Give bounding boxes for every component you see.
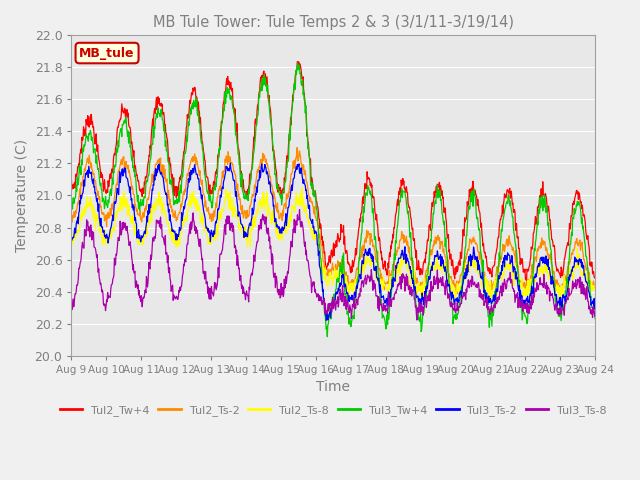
Tul2_Tw+4 [280, 186, 287, 192]
Tul2_Tw+4 [477, 217, 484, 223]
Tul2_Ts-2 [428, 252, 435, 258]
Tul3_Ts-2 [428, 267, 436, 273]
Tul2_Tw+4 [294, 59, 301, 64]
Tul2_Ts-8 [428, 264, 435, 270]
Title: MB Tule Tower: Tule Temps 2 & 3 (3/1/11-3/19/14): MB Tule Tower: Tule Temps 2 & 3 (3/1/11-… [153, 15, 514, 30]
Tul3_Ts-8 [413, 317, 420, 323]
Tul2_Tw+4 [121, 106, 129, 111]
Tul3_Ts-8 [121, 220, 129, 226]
Tul2_Ts-2 [591, 286, 599, 292]
Tul2_Ts-8 [488, 298, 495, 304]
Tul3_Ts-2 [591, 296, 599, 301]
Tul2_Ts-8 [299, 202, 307, 207]
Tul2_Ts-2 [293, 144, 301, 150]
Legend: Tul2_Tw+4, Tul2_Ts-2, Tul2_Ts-8, Tul3_Tw+4, Tul3_Ts-2, Tul3_Ts-8: Tul2_Tw+4, Tul2_Ts-2, Tul2_Ts-8, Tul3_Tw… [56, 401, 611, 420]
Tul2_Ts-8 [280, 225, 287, 231]
Line: Tul2_Ts-2: Tul2_Ts-2 [72, 147, 595, 293]
Tul2_Ts-2 [280, 213, 287, 219]
Text: MB_tule: MB_tule [79, 47, 135, 60]
Tul3_Ts-2 [477, 275, 484, 281]
Tul3_Ts-8 [296, 207, 303, 213]
Tul2_Tw+4 [486, 271, 493, 276]
Tul2_Tw+4 [299, 75, 307, 81]
Tul2_Tw+4 [68, 178, 76, 183]
Tul2_Ts-8 [486, 293, 493, 299]
Tul3_Tw+4 [121, 120, 129, 126]
Tul3_Tw+4 [591, 316, 599, 322]
Line: Tul2_Tw+4: Tul2_Tw+4 [72, 61, 595, 281]
Tul3_Tw+4 [486, 317, 494, 323]
Tul2_Ts-8 [298, 185, 306, 191]
Tul3_Ts-8 [299, 223, 307, 228]
Tul3_Ts-2 [280, 225, 287, 231]
Tul3_Tw+4 [323, 334, 331, 339]
Tul3_Ts-2 [68, 238, 76, 243]
X-axis label: Time: Time [316, 380, 350, 394]
Tul2_Ts-2 [486, 283, 494, 288]
Tul3_Ts-8 [477, 295, 484, 301]
Tul3_Tw+4 [477, 250, 484, 256]
Tul2_Tw+4 [428, 205, 435, 211]
Tul3_Tw+4 [428, 226, 436, 232]
Tul3_Ts-2 [299, 176, 307, 182]
Tul3_Ts-8 [280, 294, 287, 300]
Tul3_Tw+4 [68, 199, 76, 204]
Tul2_Ts-8 [68, 231, 76, 237]
Tul2_Ts-2 [477, 257, 484, 263]
Tul2_Ts-8 [121, 203, 129, 208]
Tul2_Ts-2 [299, 166, 307, 172]
Tul2_Ts-2 [121, 160, 129, 166]
Tul2_Ts-2 [68, 214, 76, 219]
Y-axis label: Temperature (C): Temperature (C) [15, 139, 29, 252]
Tul3_Ts-8 [486, 307, 494, 312]
Tul3_Ts-2 [323, 317, 330, 323]
Tul3_Ts-8 [68, 301, 76, 307]
Tul3_Ts-8 [428, 288, 436, 294]
Line: Tul2_Ts-8: Tul2_Ts-8 [72, 188, 595, 301]
Tul3_Ts-2 [227, 160, 234, 166]
Tul2_Ts-2 [454, 290, 461, 296]
Line: Tul3_Tw+4: Tul3_Tw+4 [72, 63, 595, 336]
Tul2_Tw+4 [523, 278, 531, 284]
Tul3_Tw+4 [299, 78, 307, 84]
Tul3_Ts-2 [486, 296, 494, 301]
Tul3_Tw+4 [294, 60, 301, 66]
Tul3_Ts-2 [121, 167, 129, 173]
Tul2_Ts-8 [477, 272, 484, 278]
Tul3_Ts-8 [591, 308, 599, 314]
Tul3_Tw+4 [280, 188, 287, 193]
Tul2_Tw+4 [591, 276, 599, 281]
Line: Tul3_Ts-2: Tul3_Ts-2 [72, 163, 595, 320]
Line: Tul3_Ts-8: Tul3_Ts-8 [72, 210, 595, 320]
Tul2_Ts-8 [591, 283, 599, 289]
